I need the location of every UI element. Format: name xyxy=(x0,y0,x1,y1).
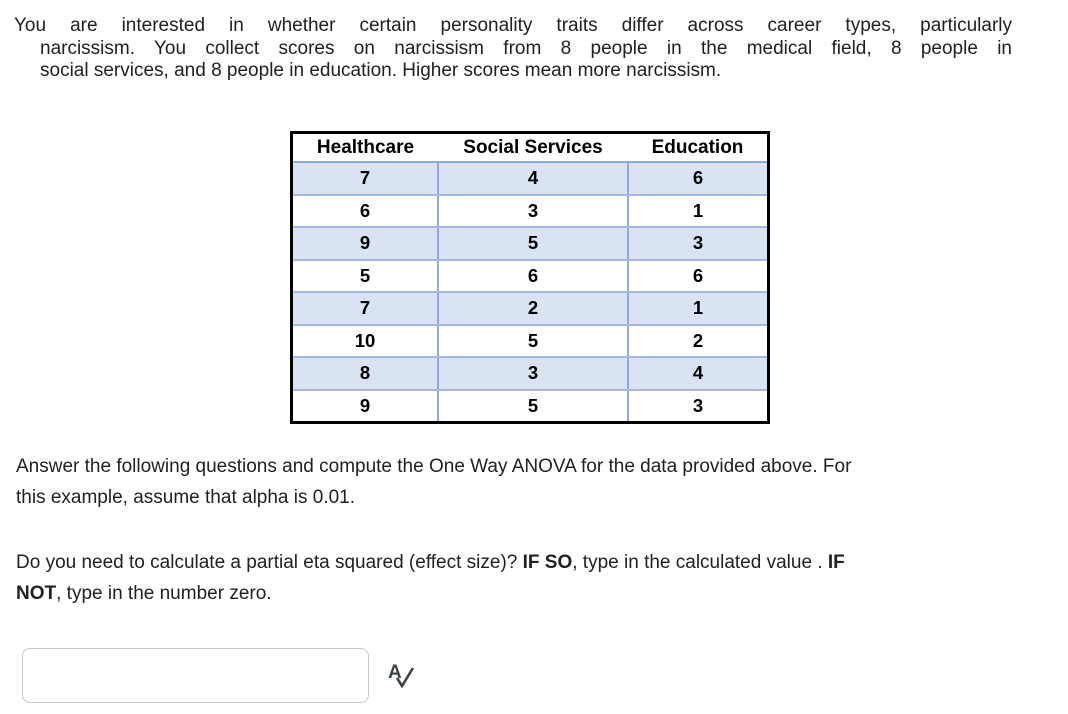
score-cell: 6 xyxy=(437,258,629,293)
score-cell: 10 xyxy=(290,323,439,358)
score-cell: 6 xyxy=(627,161,770,196)
score-cell: 5 xyxy=(437,388,629,424)
prompt-bold-segment: IF SO xyxy=(522,552,573,573)
table-header-row: Healthcare Social Services Education xyxy=(291,132,769,163)
prompt-line-2: NOT, type in the number zero. xyxy=(16,578,1028,609)
score-cell: 7 xyxy=(290,291,439,326)
svg-text:A: A xyxy=(388,662,402,683)
score-cell: 7 xyxy=(290,161,439,196)
prompt-bold-segment: NOT xyxy=(16,583,57,604)
score-cell: 6 xyxy=(290,193,439,228)
column-header-social-services: Social Services xyxy=(438,132,628,163)
prompt-line-1: Do you need to calculate a partial eta s… xyxy=(16,547,1028,578)
prompt-text-segment: , type in the calculated value . xyxy=(572,552,828,573)
answer-input[interactable] xyxy=(22,648,369,703)
score-cell: 9 xyxy=(290,226,439,261)
intro-line-3: social services, and 8 people in educati… xyxy=(40,60,722,81)
score-cell: 1 xyxy=(627,193,770,228)
effect-size-question: Do you need to calculate a partial eta s… xyxy=(16,547,1028,609)
score-cell: 2 xyxy=(627,323,770,358)
table-row: 10 5 2 xyxy=(290,323,770,358)
score-cell: 3 xyxy=(627,226,770,261)
column-header-healthcare: Healthcare xyxy=(291,132,438,163)
score-cell: 3 xyxy=(437,356,629,391)
score-cell: 3 xyxy=(437,193,629,228)
question-intro: You are interested in whether certain pe… xyxy=(14,15,1012,83)
score-cell: 5 xyxy=(437,226,629,261)
score-cell: 9 xyxy=(290,388,439,424)
score-cell: 8 xyxy=(290,356,439,391)
score-cell: 4 xyxy=(627,356,770,391)
prompt-bold-segment: IF xyxy=(827,552,845,573)
score-cell: 4 xyxy=(437,161,629,196)
intro-line-2: narcissism. You collect scores on narcis… xyxy=(40,37,1012,59)
score-cell: 3 xyxy=(627,388,770,424)
column-header-education: Education xyxy=(628,132,769,163)
score-cell: 5 xyxy=(290,258,439,293)
intro-line-1: You are interested in whether certain pe… xyxy=(14,15,1012,36)
score-cell: 6 xyxy=(627,258,770,293)
anova-instructions: Answer the following questions and compu… xyxy=(16,451,1028,513)
prompt-text-segment: , type in the number zero. xyxy=(56,583,272,604)
instructions-line-2: this example, assume that alpha is 0.01. xyxy=(16,487,356,508)
score-cell: 1 xyxy=(627,291,770,326)
score-cell: 2 xyxy=(437,291,629,326)
instructions-line-1: Answer the following questions and compu… xyxy=(16,456,852,477)
score-cell: 5 xyxy=(437,323,629,358)
prompt-text-segment: Do you need to calculate a partial eta s… xyxy=(16,552,523,573)
spellcheck-icon: A xyxy=(388,662,415,689)
